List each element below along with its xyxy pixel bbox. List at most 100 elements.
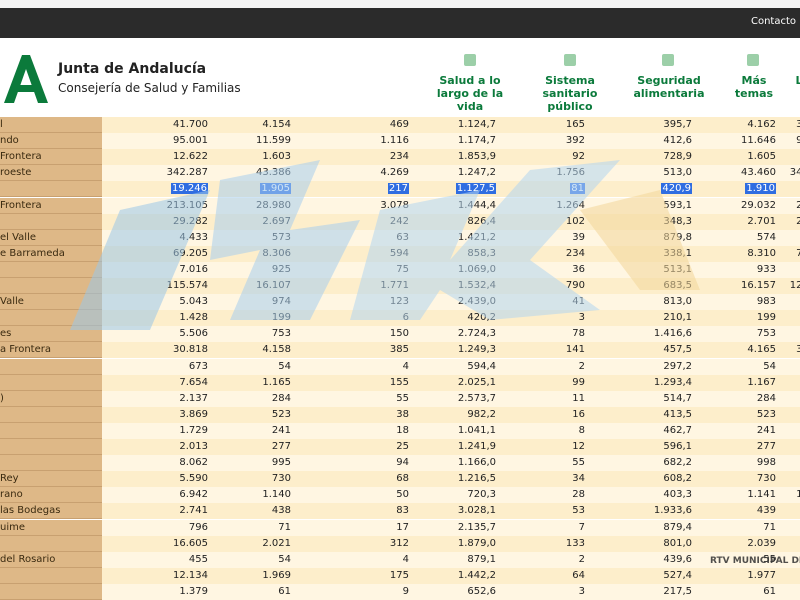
table-cell: 2.039 bbox=[747, 536, 776, 552]
table-cell: 284 bbox=[757, 391, 776, 407]
table-cell: 1.442,2 bbox=[458, 568, 496, 584]
table-cell: 36 bbox=[572, 262, 585, 278]
cell-text: 2.741 bbox=[179, 505, 208, 517]
contact-link[interactable]: Contacto bbox=[750, 16, 796, 27]
cell-text: 730 bbox=[756, 473, 776, 485]
table-cell: 1.379 bbox=[179, 584, 208, 600]
table-cell: 2.724,3 bbox=[458, 326, 496, 342]
table-cell: 55 bbox=[572, 455, 585, 471]
table-cell: 995 bbox=[272, 455, 291, 471]
table-cell: 1.249,3 bbox=[458, 342, 496, 358]
table-cell: 16.157 bbox=[741, 278, 776, 294]
table-row: 673 54 4 594,4 2 297,2 54 bbox=[0, 358, 800, 375]
site-header bbox=[0, 38, 800, 116]
cell-text: 2.135,7 bbox=[457, 521, 496, 533]
table-cell: 2 bbox=[579, 552, 585, 568]
cell-text: 1.216,5 bbox=[457, 473, 496, 485]
cell-text: 50 bbox=[396, 489, 409, 501]
cell-text: 78 bbox=[572, 328, 585, 340]
cell-text: 1.879,0 bbox=[457, 537, 496, 549]
table-cell: 514,7 bbox=[663, 391, 692, 407]
nav-item[interactable]: Salud a lo largo de la vida bbox=[436, 74, 504, 113]
cell-text: 55 bbox=[763, 553, 776, 565]
table-cell: 165 bbox=[566, 117, 585, 133]
cell-text: 1.0 bbox=[796, 489, 800, 501]
cell-text: 342.287 bbox=[166, 167, 208, 179]
municipality-name: es bbox=[0, 326, 11, 342]
name-cell bbox=[0, 583, 102, 600]
table-cell: 728,9 bbox=[663, 149, 692, 165]
table-cell: 34.5 bbox=[790, 165, 800, 181]
table-cell: 682,2 bbox=[663, 455, 692, 471]
cell-text: 234 bbox=[565, 247, 585, 259]
cell-text: 8.062 bbox=[179, 457, 208, 469]
table-cell: 457,5 bbox=[663, 342, 692, 358]
table-cell: 102 bbox=[566, 214, 585, 230]
cell-text: 277 bbox=[756, 441, 776, 452]
table-cell: 4.162 bbox=[747, 117, 776, 133]
cell-text: 1.933,6 bbox=[653, 505, 692, 517]
municipality-name: el Valle bbox=[0, 230, 36, 246]
name-cell bbox=[0, 117, 102, 133]
nav-item[interactable]: L bbox=[795, 74, 800, 87]
name-cell bbox=[0, 551, 102, 568]
cell-text: 523 bbox=[756, 408, 776, 420]
cell-text: 3.078 bbox=[380, 199, 409, 211]
name-cell bbox=[0, 519, 102, 536]
cell-text: ) bbox=[0, 392, 4, 404]
table-cell: 12.134 bbox=[173, 568, 208, 584]
table-cell: 1.444,4 bbox=[458, 198, 496, 214]
name-cell bbox=[0, 245, 102, 262]
table-row: ) 2.137 284 55 2.573,7 11 514,7 284 bbox=[0, 390, 800, 407]
table-cell: 4.433 bbox=[179, 230, 208, 246]
cell-text: e Barrameda bbox=[0, 247, 65, 259]
nav-item[interactable]: Sistema sanitario público bbox=[542, 74, 598, 113]
table-cell: 68 bbox=[396, 471, 409, 487]
table-cell: 9.0 bbox=[796, 133, 800, 149]
table-cell: 1.141 bbox=[747, 487, 776, 503]
table-row: a Frontera 30.818 4.158 385 1.249,3 141 457,5 4… bbox=[0, 342, 800, 359]
cell-text: 933 bbox=[756, 263, 776, 275]
cell-text: 3.4 bbox=[796, 344, 800, 356]
table-cell: 826,4 bbox=[467, 214, 496, 230]
table-cell: 7.016 bbox=[179, 262, 208, 278]
table-cell: 1.116 bbox=[380, 133, 409, 149]
cell-text: 1.116 bbox=[380, 135, 409, 147]
cell-text: 54 bbox=[278, 553, 291, 565]
table-cell: 593,1 bbox=[663, 198, 692, 214]
cell-text: 241 bbox=[271, 424, 291, 436]
cell-text: 982,2 bbox=[467, 408, 496, 420]
municipality-name: las Bodegas bbox=[0, 503, 60, 519]
table-cell: 420,2 bbox=[467, 310, 496, 326]
cell-text: 462,7 bbox=[663, 424, 692, 436]
table-cell: 527,4 bbox=[663, 568, 692, 584]
cell-text: 9 bbox=[402, 585, 409, 597]
table-cell: 3.869 bbox=[179, 407, 208, 423]
table-cell: 3 bbox=[579, 310, 585, 326]
table-cell: 5.506 bbox=[179, 326, 208, 342]
table-cell: 217 bbox=[387, 181, 409, 197]
cell-text: 2.573,7 bbox=[457, 392, 496, 404]
table-cell: 392 bbox=[566, 133, 585, 149]
cell-text: 7.016 bbox=[179, 263, 208, 275]
cell-text: 2.025,1 bbox=[457, 376, 496, 388]
cell-text: 102 bbox=[565, 215, 585, 227]
table-cell: 801,0 bbox=[663, 536, 692, 552]
nav-item[interactable]: Seguridad alimentaria bbox=[633, 74, 705, 100]
municipality-name: ) bbox=[0, 391, 4, 407]
nav-item[interactable]: Más temas bbox=[734, 74, 774, 100]
cell-text: 1.910 bbox=[745, 183, 776, 195]
table-cell: 11.646 bbox=[741, 133, 776, 149]
table-cell: 594,4 bbox=[467, 359, 496, 375]
cell-text: 673 bbox=[188, 360, 208, 372]
table-row: las Bodegas 2.741 438 83 3.028,1 53 1.933,6 439 bbox=[0, 503, 800, 520]
table-cell: 234 bbox=[566, 246, 585, 262]
table-cell: 12 bbox=[572, 439, 585, 455]
table-cell: 277 bbox=[757, 439, 776, 455]
table-row: uime 796 71 17 2.135,7 7 879,4 71 bbox=[0, 519, 800, 536]
cell-text: 1.603 bbox=[262, 151, 291, 163]
cell-text: 99 bbox=[572, 376, 585, 388]
org-name: Junta de Andalucía bbox=[58, 61, 207, 77]
table-cell: 11 bbox=[572, 391, 585, 407]
table-cell: 1.853,9 bbox=[458, 149, 496, 165]
